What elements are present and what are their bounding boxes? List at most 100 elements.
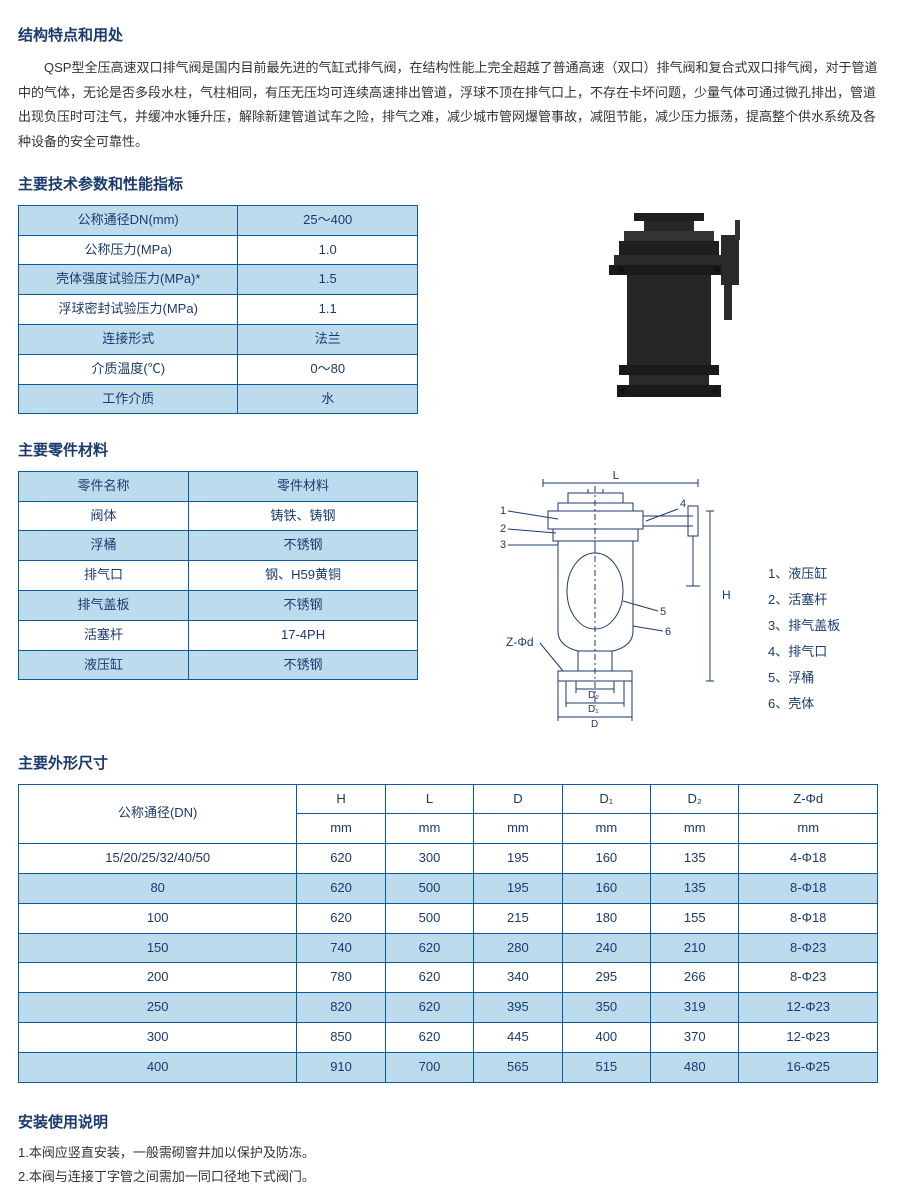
dim-cell: 135 xyxy=(651,844,739,874)
dim-cell: 8-Φ18 xyxy=(739,903,878,933)
dim-cell: 215 xyxy=(474,903,562,933)
dim-cell: 515 xyxy=(562,1052,650,1082)
legend-item: 2、活塞杆 xyxy=(768,587,840,613)
legend-item: 5、浮桶 xyxy=(768,665,840,691)
svg-text:1: 1 xyxy=(500,505,506,517)
dim-cell: 780 xyxy=(297,963,385,993)
dim-cell: 395 xyxy=(474,993,562,1023)
dim-cell: 700 xyxy=(385,1052,473,1082)
spec-value: 1.1 xyxy=(238,295,418,325)
svg-text:5: 5 xyxy=(660,606,666,618)
dim-cell: 16-Φ25 xyxy=(739,1052,878,1082)
dim-cell: 445 xyxy=(474,1022,562,1052)
dim-cell: 12-Φ23 xyxy=(739,993,878,1023)
dim-cell: 160 xyxy=(562,844,650,874)
svg-text:D: D xyxy=(591,719,598,730)
legend-item: 4、排气口 xyxy=(768,639,840,665)
dim-cell: 100 xyxy=(19,903,297,933)
dim-unit: mm xyxy=(562,814,650,844)
dim-header: D₂ xyxy=(651,784,739,814)
svg-text:D₁: D₁ xyxy=(588,704,599,715)
material-title: 主要零件材料 xyxy=(18,439,879,463)
svg-text:2: 2 xyxy=(500,523,506,535)
dim-cell: 400 xyxy=(562,1022,650,1052)
dim-cell: 266 xyxy=(651,963,739,993)
install-line: 1.本阀应竖直安装，一般需砌窨井加以保护及防冻。 xyxy=(18,1143,879,1164)
dim-cell: 15/20/25/32/40/50 xyxy=(19,844,297,874)
dim-cell: 370 xyxy=(651,1022,739,1052)
dim-cell: 620 xyxy=(385,1022,473,1052)
dim-cell: 160 xyxy=(562,873,650,903)
dim-cell: 300 xyxy=(19,1022,297,1052)
dim-cell: 740 xyxy=(297,933,385,963)
dim-unit: mm xyxy=(474,814,562,844)
dim-cell: 300 xyxy=(385,844,473,874)
dim-cell: 350 xyxy=(562,993,650,1023)
dim-cell: 8-Φ23 xyxy=(739,963,878,993)
spec-value: 1.5 xyxy=(238,265,418,295)
dim-cell: 400 xyxy=(19,1052,297,1082)
svg-text:6: 6 xyxy=(665,626,671,638)
dim-header: Z-Φd xyxy=(739,784,878,814)
mat-part: 阀体 xyxy=(19,501,189,531)
features-title: 结构特点和用处 xyxy=(18,24,879,48)
spec-label: 工作介质 xyxy=(19,384,238,414)
dim-unit: mm xyxy=(385,814,473,844)
dim-cell: 620 xyxy=(297,873,385,903)
mat-part: 活塞杆 xyxy=(19,620,189,650)
dim-cell: 155 xyxy=(651,903,739,933)
install-notes: 1.本阀应竖直安装，一般需砌窨井加以保护及防冻。 2.本阀与连接丁字管之间需加一同… xyxy=(18,1143,879,1189)
spec-label: 公称压力(MPa) xyxy=(19,235,238,265)
dim-cell: 910 xyxy=(297,1052,385,1082)
svg-text:H: H xyxy=(722,588,731,602)
mat-material: 不锈钢 xyxy=(189,590,418,620)
legend-item: 6、壳体 xyxy=(768,691,840,717)
svg-text:3: 3 xyxy=(500,539,506,551)
dim-cell: 200 xyxy=(19,963,297,993)
dim-header: D xyxy=(474,784,562,814)
spec-label: 浮球密封试验压力(MPa) xyxy=(19,295,238,325)
dim-cell: 180 xyxy=(562,903,650,933)
dim-cell: 620 xyxy=(385,963,473,993)
mat-part: 排气口 xyxy=(19,561,189,591)
dim-header: D₁ xyxy=(562,784,650,814)
spec-label: 连接形式 xyxy=(19,324,238,354)
dim-cell: 319 xyxy=(651,993,739,1023)
product-photo xyxy=(549,205,779,425)
parts-legend: 1、液压缸2、活塞杆3、排气盖板4、排气口5、浮桶6、壳体 xyxy=(748,471,840,738)
svg-text:4: 4 xyxy=(680,498,686,510)
mat-part: 排气盖板 xyxy=(19,590,189,620)
svg-text:L: L xyxy=(613,471,620,482)
mat-part: 浮桶 xyxy=(19,531,189,561)
dim-header: 公称通径(DN) xyxy=(19,784,297,844)
svg-text:Z-Φd: Z-Φd xyxy=(506,635,534,649)
spec-table: 公称通径DN(mm)25～400公称压力(MPa)1.0壳体强度试验压力(MPa… xyxy=(18,205,418,415)
dim-header: L xyxy=(385,784,473,814)
dim-header: H xyxy=(297,784,385,814)
legend-item: 1、液压缸 xyxy=(768,561,840,587)
legend-item: 3、排气盖板 xyxy=(768,613,840,639)
material-table: 零件名称零件材料阀体铸铁、铸钢浮桶不锈钢排气口钢、H59黄铜排气盖板不锈钢活塞杆… xyxy=(18,471,418,681)
dim-cell: 620 xyxy=(297,844,385,874)
spec-label: 介质温度(℃) xyxy=(19,354,238,384)
features-body: QSP型全压高速双口排气阀是国内目前最先进的气缸式排气阀，在结构性能上完全超越了… xyxy=(18,56,879,155)
dim-cell: 210 xyxy=(651,933,739,963)
dim-cell: 340 xyxy=(474,963,562,993)
dim-cell: 195 xyxy=(474,844,562,874)
dim-cell: 195 xyxy=(474,873,562,903)
mat-material: 不锈钢 xyxy=(189,531,418,561)
dim-cell: 150 xyxy=(19,933,297,963)
dim-unit: mm xyxy=(739,814,878,844)
install-line: 2.本阀与连接丁字管之间需加一同口径地下式阀门。 xyxy=(18,1167,879,1188)
dim-cell: 240 xyxy=(562,933,650,963)
spec-value: 法兰 xyxy=(238,324,418,354)
spec-label: 公称通径DN(mm) xyxy=(19,205,238,235)
spec-title: 主要技术参数和性能指标 xyxy=(18,173,879,197)
dim-cell: 480 xyxy=(651,1052,739,1082)
dim-cell: 620 xyxy=(385,933,473,963)
dim-cell: 620 xyxy=(297,903,385,933)
dim-cell: 250 xyxy=(19,993,297,1023)
mat-material: 不锈钢 xyxy=(189,650,418,680)
dim-unit: mm xyxy=(651,814,739,844)
mat-material: 钢、H59黄铜 xyxy=(189,561,418,591)
